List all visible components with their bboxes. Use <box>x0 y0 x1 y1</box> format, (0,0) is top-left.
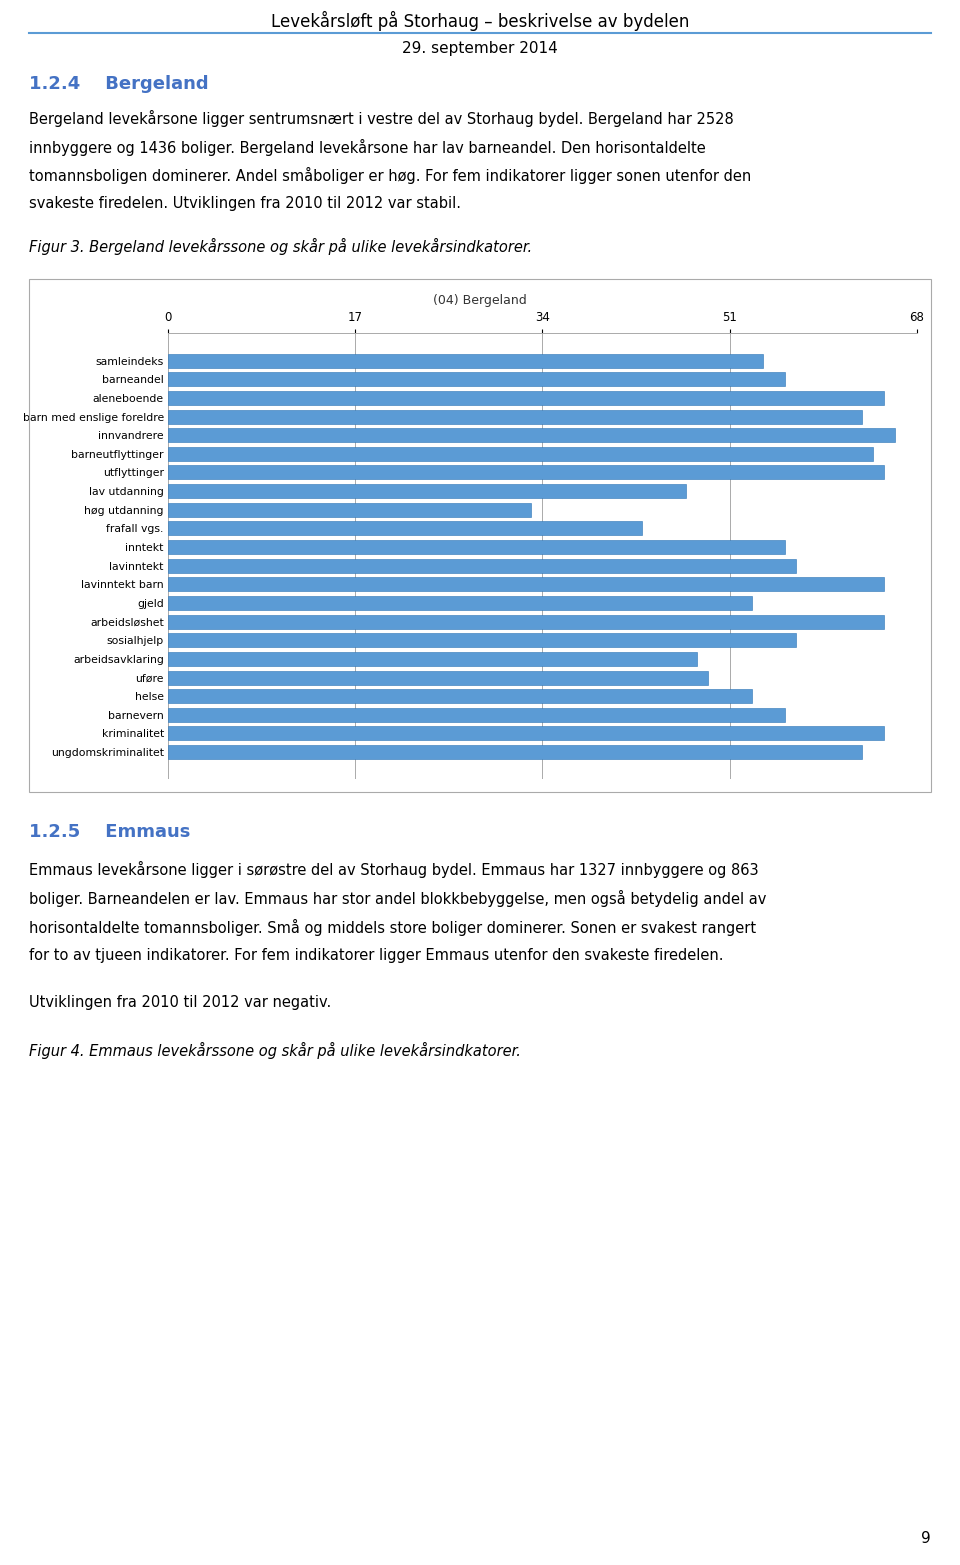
Bar <box>168 745 862 759</box>
Text: Utviklingen fra 2010 til 2012 var negativ.: Utviklingen fra 2010 til 2012 var negati… <box>29 995 331 1011</box>
Bar <box>168 689 752 703</box>
Text: innbyggere og 1436 boliger. Bergeland levekårsone har lav barneandel. Den horiso: innbyggere og 1436 boliger. Bergeland le… <box>29 138 706 155</box>
Text: Figur 4. Emmaus levekårssone og skår på ulike levekårsindkatorer.: Figur 4. Emmaus levekårssone og skår på … <box>29 1042 520 1060</box>
Bar <box>168 726 884 740</box>
Bar <box>168 653 697 665</box>
Text: 9: 9 <box>922 1531 931 1546</box>
Bar <box>168 484 685 498</box>
Text: Figur 3. Bergeland levekårssone og skår på ulike levekårsindkatorer.: Figur 3. Bergeland levekårssone og skår … <box>29 238 532 255</box>
Text: Bergeland levekårsone ligger sentrumsnært i vestre del av Storhaug bydel. Bergel: Bergeland levekårsone ligger sentrumsnær… <box>29 110 733 127</box>
Bar <box>168 372 784 387</box>
Text: tomannsboligen dominerer. Andel småboliger er høg. For fem indikatorer ligger so: tomannsboligen dominerer. Andel småbolig… <box>29 167 751 185</box>
Bar <box>168 521 641 535</box>
Bar <box>168 615 884 629</box>
Bar <box>168 634 796 648</box>
Bar <box>168 559 796 573</box>
Bar <box>168 707 784 721</box>
Text: Emmaus levekårsone ligger i sørøstre del av Storhaug bydel. Emmaus har 1327 innb: Emmaus levekårsone ligger i sørøstre del… <box>29 861 758 878</box>
Text: for to av tjueen indikatorer. For fem indikatorer ligger Emmaus utenfor den svak: for to av tjueen indikatorer. For fem in… <box>29 948 723 962</box>
Text: Levekårsløft på Storhaug – beskrivelse av bydelen: Levekårsløft på Storhaug – beskrivelse a… <box>271 11 689 31</box>
Text: horisontaldelte tomannsboliger. Små og middels store boliger dominerer. Sonen er: horisontaldelte tomannsboliger. Små og m… <box>29 919 756 936</box>
Bar <box>168 577 884 592</box>
Text: 1.2.4    Bergeland: 1.2.4 Bergeland <box>29 75 208 94</box>
Text: 1.2.5    Emmaus: 1.2.5 Emmaus <box>29 823 190 842</box>
Bar <box>168 429 895 443</box>
Bar <box>168 502 532 516</box>
Bar <box>168 448 873 460</box>
Bar <box>168 540 784 554</box>
Text: (04) Bergeland: (04) Bergeland <box>433 294 527 307</box>
Bar <box>168 465 884 479</box>
Bar <box>168 354 762 368</box>
Text: boliger. Barneandelen er lav. Emmaus har stor andel blokkbebyggelse, men også be: boliger. Barneandelen er lav. Emmaus har… <box>29 889 766 906</box>
Text: svakeste firedelen. Utviklingen fra 2010 til 2012 var stabil.: svakeste firedelen. Utviklingen fra 2010… <box>29 196 461 211</box>
Bar <box>168 670 708 684</box>
Bar <box>168 410 862 424</box>
Bar <box>168 391 884 405</box>
Text: 29. september 2014: 29. september 2014 <box>402 41 558 56</box>
Bar <box>168 596 752 610</box>
